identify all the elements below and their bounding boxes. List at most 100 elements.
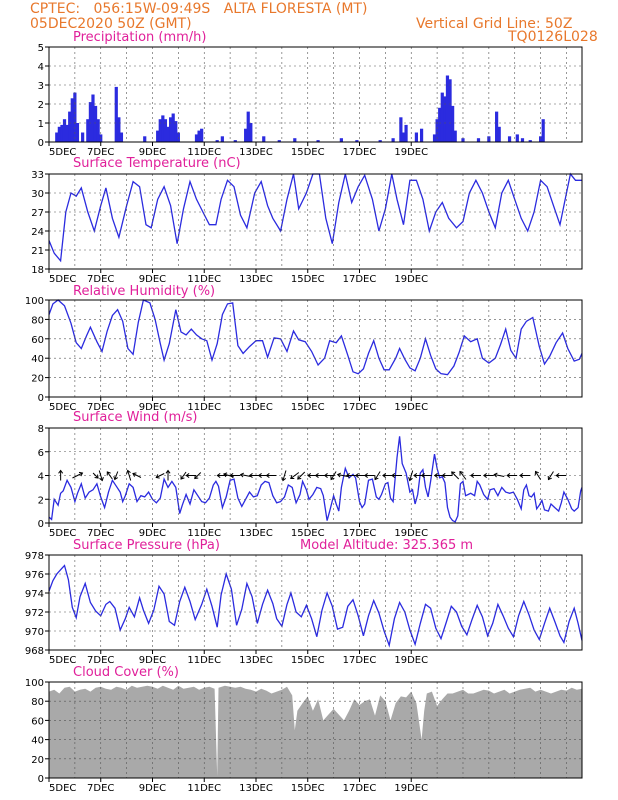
x-tick-label: 17DEC	[343, 274, 377, 285]
wind-arrow-shaft	[106, 471, 113, 480]
y-tick-label: 8	[38, 424, 44, 435]
precip-bar	[96, 119, 100, 142]
x-tick-label: 17DEC	[343, 147, 377, 158]
x-tick-label: 13DEC	[239, 783, 273, 794]
y-tick-label: 40	[31, 736, 44, 747]
precip-bar	[445, 75, 450, 142]
grid-note: Vertical Grid Line: 50Z	[416, 16, 573, 32]
wind-arrow-shaft	[548, 471, 554, 480]
x-tick-label: 7DEC	[87, 655, 114, 666]
x-tick-label: 9DEC	[139, 783, 166, 794]
y-tick-label: 0	[38, 774, 44, 785]
wind-arrow-head	[330, 475, 335, 481]
precip-bar	[432, 134, 437, 142]
x-tick-label: 11DEC	[187, 783, 221, 794]
y-tick-label: 60	[31, 335, 44, 346]
precip-bar	[174, 121, 178, 142]
x-tick-label: 13DEC	[239, 274, 273, 285]
x-tick-label: 19DEC	[394, 274, 428, 285]
wind-arrow-shaft	[92, 472, 99, 479]
series-line-4	[48, 564, 583, 648]
precip-bar	[215, 140, 219, 142]
y-tick-label: 4	[38, 62, 44, 73]
wind-arrow-shaft	[98, 470, 103, 481]
x-tick-label: 11DEC	[187, 402, 221, 413]
x-tick-label: 19DEC	[394, 402, 428, 413]
x-tick-label: 9DEC	[139, 147, 166, 158]
precip-bar	[119, 132, 124, 142]
wind-arrow-head	[441, 473, 446, 478]
x-tick-label: 13DEC	[239, 655, 273, 666]
wind-arrow-head	[94, 474, 99, 479]
precip-bar	[507, 136, 512, 142]
y-tick-label: 3	[38, 81, 44, 92]
x-tick-label: 19DEC	[394, 655, 428, 666]
x-tick-label: 5DEC	[49, 783, 76, 794]
wind-arrow-head	[459, 470, 464, 476]
wind-arrow-shaft	[297, 471, 306, 480]
precip-bar	[539, 136, 543, 142]
y-tick-label: 18	[31, 265, 44, 276]
precip-bar	[476, 138, 481, 142]
wind-arrow-shaft	[290, 472, 300, 479]
precip-bar	[156, 130, 160, 142]
x-tick-label: 7DEC	[87, 783, 114, 794]
wind-arrow-head	[382, 473, 387, 478]
code-label: TQ0126L028	[508, 29, 598, 45]
wind-arrow-head	[132, 472, 137, 477]
y-tick-label: 1	[38, 119, 44, 130]
precip-bar	[391, 138, 395, 142]
x-tick-label: 19DEC	[394, 528, 428, 539]
y-tick-label: 2	[38, 100, 44, 111]
wind-arrow-head	[106, 471, 111, 476]
y-tick-label: 974	[25, 589, 44, 600]
wind-arrow-head	[470, 473, 475, 478]
y-tick-label: 0	[38, 519, 44, 530]
wind-arrow-head	[229, 473, 234, 478]
wind-arrow-shaft	[194, 472, 202, 479]
x-tick-label: 5DEC	[49, 147, 76, 158]
wind-arrow-head	[314, 473, 319, 478]
cloud-cover-area	[49, 685, 582, 778]
wind-arrow-head	[126, 469, 131, 474]
precip-bar	[169, 117, 173, 142]
wind-arrow-shaft	[72, 472, 83, 479]
x-tick-label: 17DEC	[343, 783, 377, 794]
precip-bar	[194, 134, 199, 142]
wind-arrow-head	[185, 473, 190, 478]
x-tick-label: 19DEC	[394, 147, 428, 158]
wind-arrow-head	[99, 477, 104, 482]
wind-arrow-head	[506, 473, 511, 478]
precip-bar	[443, 96, 447, 142]
wind-arrow-head	[534, 470, 539, 476]
panel-frame	[48, 173, 583, 270]
series-line-1	[48, 172, 582, 263]
precip-bar	[461, 138, 465, 142]
datetime-header: 05DEC2020 50Z (GMT)	[30, 16, 192, 32]
wind-arrow-head	[547, 475, 552, 481]
panel-frame	[48, 554, 583, 651]
precip-bar	[143, 136, 147, 142]
wind-arrow-head	[336, 472, 342, 478]
wind-arrow-head	[408, 477, 413, 482]
y-tick-label: 20	[31, 755, 44, 766]
precip-bar	[114, 86, 118, 142]
precip-bar	[166, 126, 170, 142]
series-line-3	[48, 436, 583, 523]
altitude-label: Model Altitude: 325.365 m	[300, 538, 474, 553]
x-tick-label: 5DEC	[49, 528, 76, 539]
x-tick-label: 17DEC	[343, 528, 377, 539]
temp-title: Surface Temperature (nC)	[73, 156, 241, 171]
precip-bar	[520, 138, 525, 142]
precip-bar	[528, 140, 532, 142]
wind-arrow-head	[451, 471, 456, 476]
precip-bar	[401, 132, 406, 142]
y-tick-label: 970	[25, 627, 44, 638]
precip-bar	[404, 124, 408, 142]
precip-bar	[414, 132, 419, 142]
precip-bar	[70, 98, 74, 142]
wind-arrow-head	[223, 472, 228, 478]
y-tick-label: 30	[31, 189, 44, 200]
precip-bar	[419, 128, 424, 142]
y-tick-label: 100	[25, 678, 44, 689]
